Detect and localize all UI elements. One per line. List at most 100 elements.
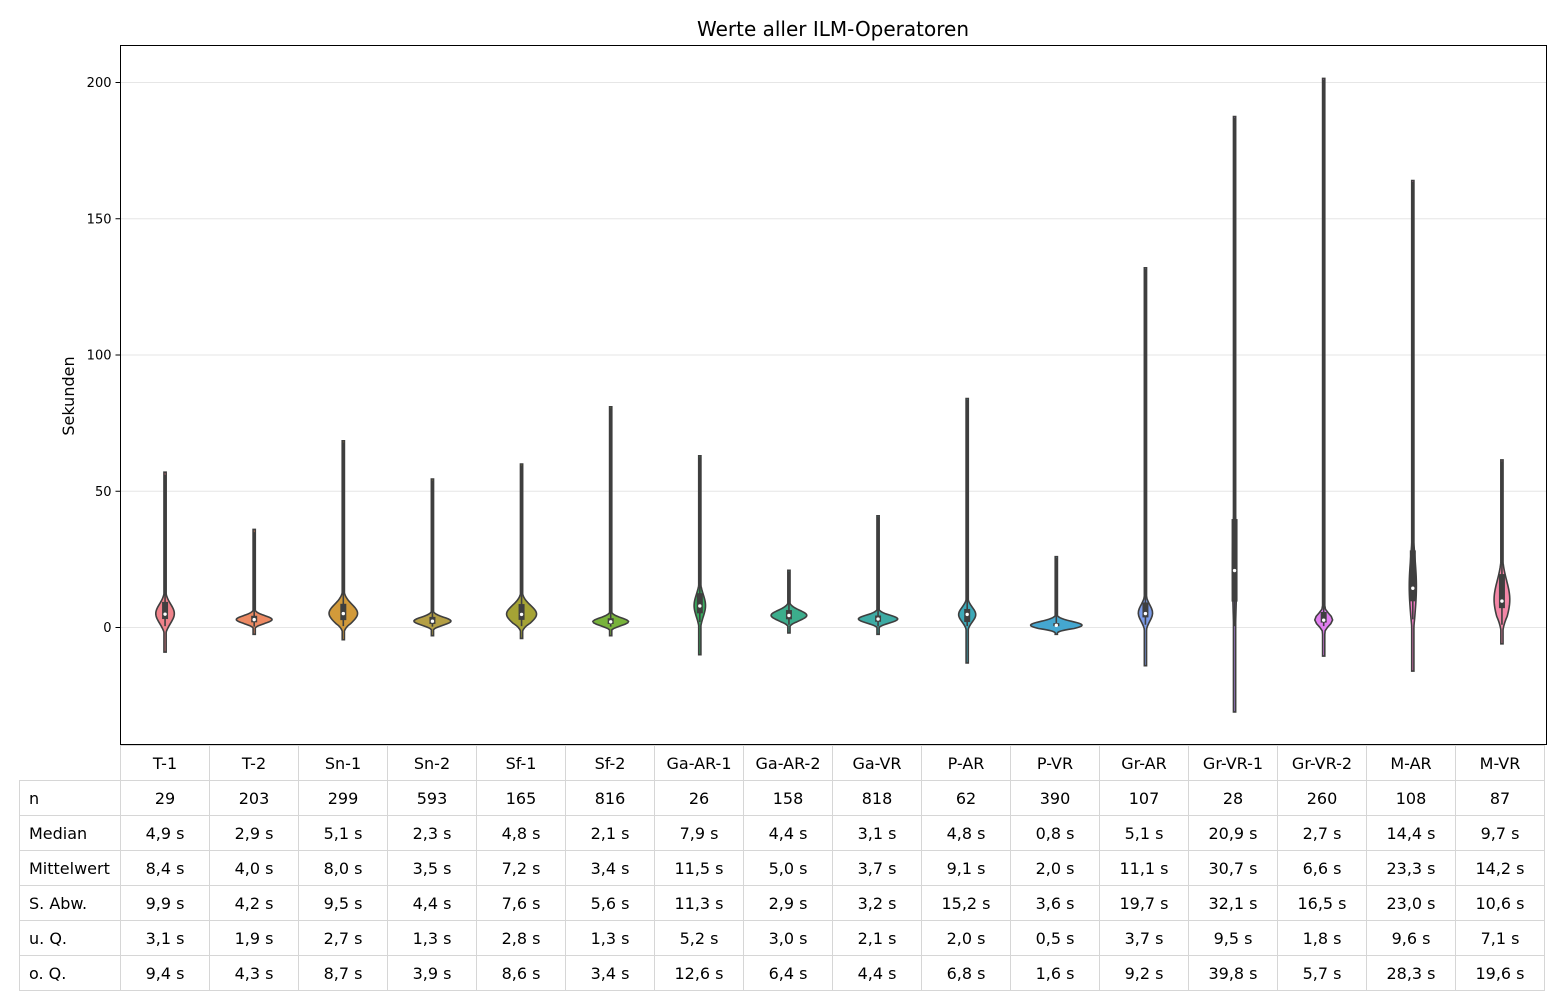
violin-M-AR — [1408, 179, 1418, 672]
table-cell: 593 — [387, 780, 477, 816]
table-cell: 8,0 s — [298, 850, 388, 886]
iqr-box-M-VR — [1498, 574, 1505, 609]
table-cell: 1,9 s — [209, 920, 299, 956]
table-header-row: T-1 T-2 Sn-1 Sn-2 Sf-1 Sf-2 Ga-AR-1 Ga-AR-2 Ga-V… — [20, 745, 1545, 781]
table-cell: 0,5 s — [1010, 920, 1100, 956]
table-cell: 818 — [832, 780, 922, 816]
table-cell: 4,2 s — [209, 885, 299, 921]
table-cell: 3,4 s — [565, 850, 655, 886]
table-cell: 3,5 s — [387, 850, 477, 886]
table-cell: 5,0 s — [743, 850, 833, 886]
violin-P-VR — [1029, 555, 1083, 636]
table-cell: 26 — [654, 780, 744, 816]
table-cell: 12,6 s — [654, 955, 744, 991]
table-cell: 4,4 s — [387, 885, 477, 921]
iqr-box-Gr-VR-1 — [1231, 519, 1238, 602]
violin-T-2 — [235, 528, 273, 636]
column-header: M-VR — [1455, 745, 1545, 781]
table-cell: 7,1 s — [1455, 920, 1545, 956]
table-cell: 1,3 s — [565, 920, 655, 956]
column-header: Ga-AR-1 — [654, 745, 744, 781]
table-cell: 11,3 s — [654, 885, 744, 921]
table-cell: 203 — [209, 780, 299, 816]
table-cell: 9,2 s — [1099, 955, 1189, 991]
violin-T-1 — [154, 471, 176, 653]
table-cell: 15,2 s — [921, 885, 1011, 921]
row-label: S. Abw. — [19, 885, 121, 921]
table-cell: 6,8 s — [921, 955, 1011, 991]
iqr-box-M-AR — [1409, 550, 1416, 602]
column-header: M-AR — [1366, 745, 1456, 781]
table-cell: 2,0 s — [921, 920, 1011, 956]
table-cell: 2,0 s — [1010, 850, 1100, 886]
violin-Sf-1 — [505, 463, 538, 640]
table-row: u. Q. 3,1 s 1,9 s 2,7 s 1,3 s 2,8 s 1,3 s 5,2 s… — [19, 920, 1545, 956]
median-point-Sn-1 — [341, 611, 346, 616]
median-point-Gr-AR — [1143, 611, 1148, 616]
median-point-P-AR — [965, 612, 969, 617]
plot-frame — [120, 45, 1547, 745]
column-header: Sf-1 — [476, 745, 566, 781]
column-header: T-1 — [120, 745, 210, 781]
table-row: n 29 203 299 593 165 816 26 158 818 62 390 107 28 260 1… — [19, 780, 1545, 816]
y-axis-ticks: 0 50 100 150 200 — [87, 76, 121, 636]
median-point-M-AR — [1411, 586, 1415, 590]
table-cell: 390 — [1010, 780, 1100, 816]
table-cell: 4,4 s — [832, 955, 922, 991]
table-cell: 2,7 s — [1277, 815, 1367, 851]
table-cell: 3,9 s — [387, 955, 477, 991]
median-point-Gr-VR-1 — [1232, 568, 1237, 573]
table-cell: 0,8 s — [1010, 815, 1100, 851]
row-label: Median — [19, 815, 121, 851]
column-header: Gr-AR — [1099, 745, 1189, 781]
table-cell: 9,4 s — [120, 955, 210, 991]
column-header: Sf-2 — [565, 745, 655, 781]
column-header: Gr-VR-2 — [1277, 745, 1367, 781]
table-cell: 299 — [298, 780, 388, 816]
violin-Ga-AR-2 — [770, 569, 808, 634]
violin-Gr-VR-2 — [1313, 77, 1334, 657]
y-tick-label: 200 — [87, 76, 112, 91]
column-header: Sn-2 — [387, 745, 477, 781]
y-axis-label: Sekunden — [59, 356, 78, 435]
table-cell: 7,2 s — [476, 850, 566, 886]
table-row: Mittelwert 8,4 s 4,0 s 8,0 s 3,5 s 7,2 s 3,4 s… — [19, 850, 1545, 886]
column-header: Sn-1 — [298, 745, 388, 781]
y-tick-label: 0 — [103, 621, 111, 636]
table-cell: 260 — [1277, 780, 1367, 816]
table-cell: 1,3 s — [387, 920, 477, 956]
median-point-Ga-VR — [876, 617, 880, 621]
table-cell: 23,3 s — [1366, 850, 1456, 886]
table-cell: 107 — [1099, 780, 1189, 816]
median-point-Ga-AR-1 — [698, 604, 702, 608]
table-cell: 7,6 s — [476, 885, 566, 921]
iqr-box-Ga-AR-1 — [696, 593, 703, 614]
table-cell: 39,8 s — [1188, 955, 1278, 991]
table-cell: 4,9 s — [120, 815, 210, 851]
table-corner — [20, 746, 121, 781]
table-cell: 5,7 s — [1277, 955, 1367, 991]
table-cell: 2,1 s — [832, 920, 922, 956]
table-cell: 9,9 s — [120, 885, 210, 921]
iqr-box-T-1 — [162, 601, 169, 620]
table-cell: 19,7 s — [1099, 885, 1189, 921]
table-cell: 2,7 s — [298, 920, 388, 956]
table-cell: 19,6 s — [1455, 955, 1545, 991]
violin-chart: Werte aller ILM-Operatoren 050100150200 … — [59, 17, 1547, 745]
iqr-box-Gr-VR-2 — [1320, 611, 1327, 623]
table-cell: 4,4 s — [743, 815, 833, 851]
violin-Sn-1 — [328, 440, 359, 641]
median-point-Sf-1 — [519, 612, 524, 617]
table-row: Median 4,9 s 2,9 s 5,1 s 2,3 s 4,8 s 2,1 s 7,9 … — [19, 815, 1545, 851]
table-cell: 9,6 s — [1366, 920, 1456, 956]
violin-M-VR — [1493, 459, 1511, 645]
chart-title: Werte aller ILM-Operatoren — [697, 17, 969, 41]
row-label: u. Q. — [19, 920, 121, 956]
median-point-P-VR — [1054, 623, 1059, 628]
table-cell: 11,5 s — [654, 850, 744, 886]
table-cell: 2,8 s — [476, 920, 566, 956]
table-cell: 2,1 s — [565, 815, 655, 851]
violin-Gr-AR — [1137, 267, 1154, 667]
violin-P-AR — [957, 397, 977, 664]
column-header: P-VR — [1010, 745, 1100, 781]
